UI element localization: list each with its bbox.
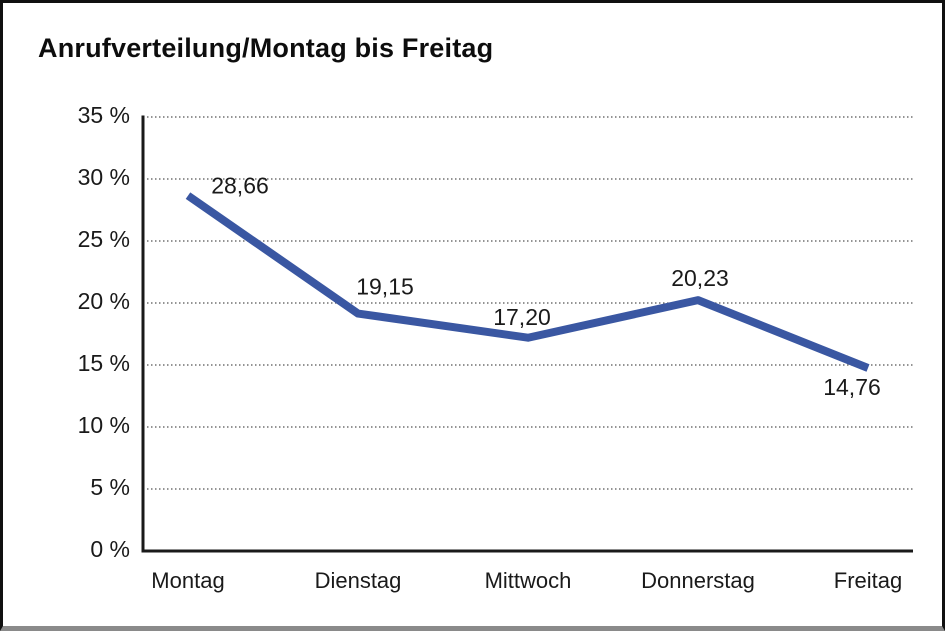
data-series-line [185, 192, 870, 372]
data-point-label: 17,20 [493, 304, 551, 330]
y-tick-label: 15 % [78, 350, 130, 376]
y-tick-label: 20 % [78, 288, 130, 314]
x-category-label: Montag [151, 568, 224, 593]
x-category-label: Donnerstag [641, 568, 755, 593]
y-tick-label: 10 % [78, 412, 130, 438]
line-chart: 0 % 5 % 10 % 15 % 20 % 25 % 30 % 35 % 28,66 19,15… [78, 102, 913, 593]
data-point-label: 14,76 [823, 374, 881, 400]
data-point-label: 20,23 [671, 265, 729, 291]
x-category-label: Dienstag [315, 568, 402, 593]
y-tick-label: 35 % [78, 102, 130, 128]
chart-title: Anrufverteilung/Montag bis Freitag [38, 33, 494, 63]
y-tick-label: 0 % [90, 536, 130, 562]
y-tick-label: 25 % [78, 226, 130, 252]
x-category-label: Freitag [834, 568, 902, 593]
data-point-label: 28,66 [211, 173, 269, 199]
data-point-label: 19,15 [356, 274, 414, 300]
y-tick-label: 30 % [78, 164, 130, 190]
y-tick-label: 5 % [90, 474, 130, 500]
x-category-label: Mittwoch [485, 568, 572, 593]
